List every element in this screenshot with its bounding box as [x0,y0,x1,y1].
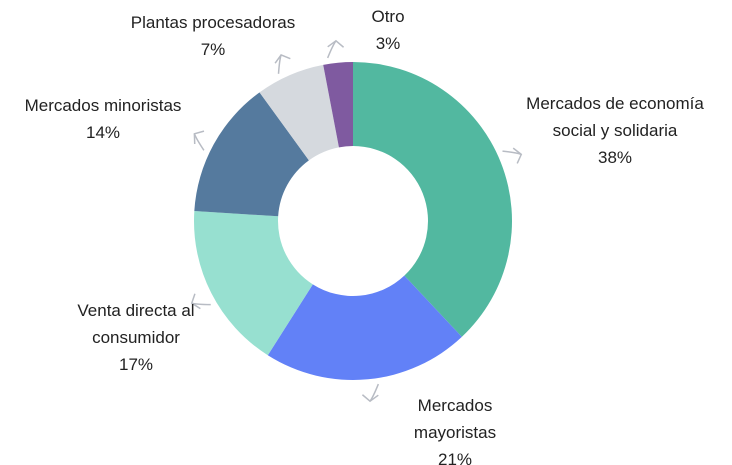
category-label: Venta directa al consumidor [77,301,195,347]
arrow-head [327,39,345,48]
category-label: Mercados mayoristas [413,396,497,442]
slice-label: Mercados de economía social y solidaria 3… [515,90,715,171]
value-label: 3% [375,34,401,53]
slice-label: Mercados minoristas 14% [3,92,203,146]
slice-label: Venta directa al consumidor 17% [56,297,216,378]
arrow-head [274,53,291,64]
slice [259,64,339,161]
arrow-head [193,130,205,145]
slice [353,62,512,337]
arrow-head [190,293,201,310]
slice [267,275,462,380]
arrow-head [512,147,523,164]
slice [194,211,313,356]
value-label: 17% [118,355,154,374]
value-label: 7% [200,40,226,59]
value-label: 14% [85,123,121,142]
category-label: Plantas procesadoras [130,13,296,32]
category-label: Otro [371,7,405,26]
slice-label: Otro 3% [348,3,428,57]
slice-label: Mercados mayoristas 21% [400,392,510,465]
arrow-head [361,394,379,403]
slice [194,92,309,217]
category-label: Mercados de economía social y solidaria [526,94,704,140]
value-label: 21% [437,450,473,465]
category-label: Mercados minoristas [24,96,182,115]
value-label: 38% [597,148,633,167]
slice [323,62,353,148]
slice-label: Plantas procesadoras 7% [113,9,313,63]
